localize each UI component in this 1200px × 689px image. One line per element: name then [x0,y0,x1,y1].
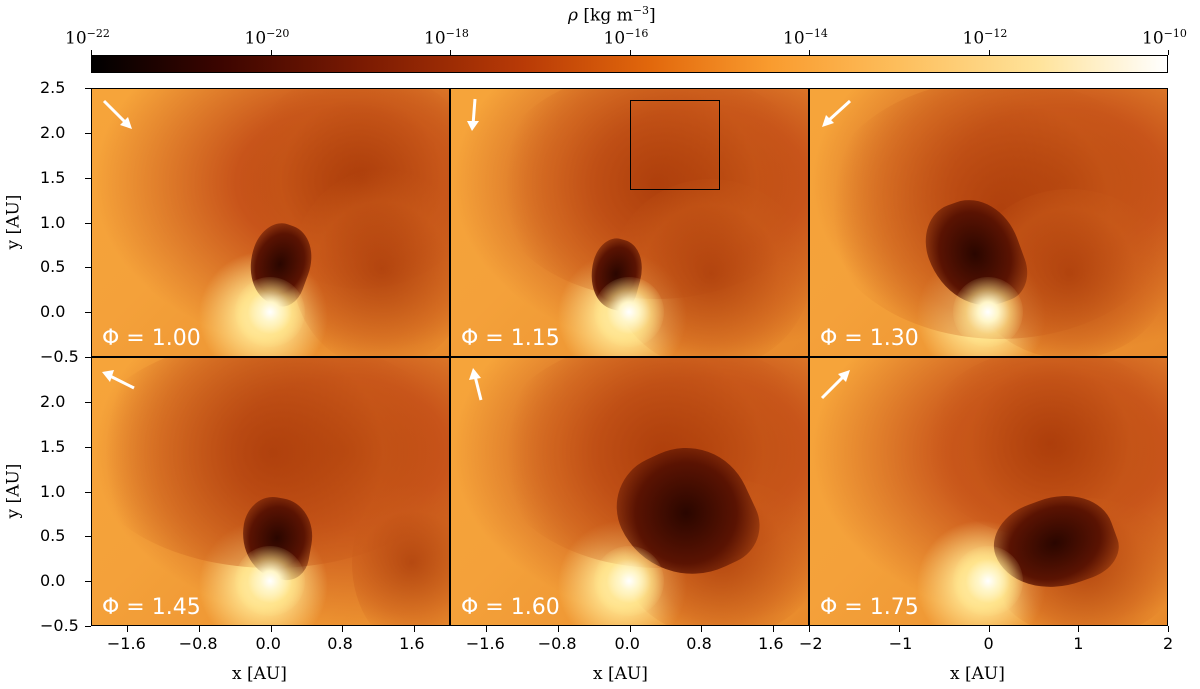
y-tick-label: 0.5 [40,526,66,546]
arrow-icon [102,370,135,390]
axis-tick [485,626,487,632]
axis-tick [85,88,91,89]
colorbar-tick [270,50,272,55]
axis-tick [85,222,91,224]
axis-tick [414,626,416,632]
x-tick-label: 0.0 [614,634,640,653]
phase-label: Φ = 1.15 [461,326,560,351]
x-tick-label: 0 [983,634,994,653]
x-tick-label: −2 [799,634,823,653]
panel-phi-1-15: Φ = 1.15 [450,88,809,357]
arrow-icon [822,99,852,127]
arrow-icon [820,370,850,400]
phase-label: Φ = 1.30 [820,326,919,351]
colorbar-title: ρ [kg m−3] [568,4,656,26]
colorbar-tick-label: 10−16 [603,27,649,49]
phase-label: Φ = 1.00 [102,326,201,351]
axis-tick [1078,626,1080,632]
colorbar-tick [450,50,451,55]
axis-tick [85,401,91,403]
colorbar-tick [809,50,810,55]
x-tick-label: 0.0 [255,634,281,653]
axis-tick [85,581,91,583]
axis-tick [988,626,990,632]
phase-label: Φ = 1.75 [820,595,919,620]
y-tick-label: 2.0 [40,122,66,142]
x-tick-label: 0.8 [327,634,353,653]
x-tick-label: 0.8 [686,634,712,653]
y-tick-label: 1.0 [40,212,66,232]
panel-phi-1-00: Φ = 1.00 [91,88,450,357]
y-tick-label: 0.0 [40,302,66,322]
y-tick-label: 1.5 [40,167,66,187]
axis-tick [85,132,91,134]
x-tick-label: 1.6 [758,634,784,653]
axis-tick [198,626,200,632]
x-tick-label: −0.8 [178,634,218,653]
y-tick-label: 0.5 [40,257,66,277]
axis-tick [85,536,91,538]
colorbar-tick-label: 10−10 [1142,27,1187,49]
y-tick-label: 2.5 [40,78,66,97]
colorbar-tick [988,50,990,55]
phase-label: Φ = 1.60 [461,595,560,620]
phase-label: Φ = 1.45 [102,595,201,620]
y-tick-label: −0.5 [40,616,79,635]
x-tick-label: 1 [1073,634,1084,653]
colorbar-tick-label: 10−18 [424,27,469,49]
axis-tick [270,626,272,632]
panel-phi-1-60: Φ = 1.60 [450,357,809,626]
colorbar-tick-label: 10−14 [783,27,828,49]
x-tick-label: −1.6 [465,634,505,653]
colorbar-tick-label: 10−22 [65,27,110,49]
axis-tick [557,626,559,632]
arrow-icon [102,99,132,129]
colorbar-tick [1168,50,1169,55]
axis-tick [342,626,344,632]
x-tick-label: −1 [888,634,913,653]
axis-tick [126,626,128,632]
colorbar-tick [629,50,631,55]
axis-tick [85,491,91,493]
x-axis-title-left: x [AU] [232,664,287,684]
colorbar-tick-label: 10−20 [244,27,290,49]
x-tick-label: −0.8 [537,634,577,653]
axis-tick [85,357,91,358]
density-colorbar [91,55,1168,73]
axis-tick [701,626,703,632]
axis-tick [629,626,631,632]
x-tick-label: 2 [1163,634,1174,653]
axis-tick [85,626,91,627]
y-tick-label: 1.0 [40,481,66,501]
axis-tick [85,267,91,269]
x-tick-label: −1.6 [106,634,146,653]
y-axis-title-bottom: y [AU] [3,463,24,519]
y-tick-label: −0.5 [40,347,79,366]
colorbar-tick-label: 10−12 [962,27,1008,49]
y-tick-label: 1.5 [40,436,66,456]
colorbar-tick [91,50,92,55]
y-axis-title-top: y [AU] [3,194,24,250]
axis-tick [773,626,775,632]
x-axis-title-right: x [AU] [950,664,1005,684]
panel-phi-1-75: Φ = 1.75 [809,357,1168,626]
axis-tick [85,312,91,314]
zoom-region-box [630,100,720,190]
x-axis-title-middle: x [AU] [593,664,648,684]
axis-tick [85,177,91,179]
panel-phi-1-45: Φ = 1.45 [91,357,450,626]
y-tick-label: 2.0 [40,391,66,411]
x-tick-label: 1.6 [399,634,425,653]
panel-phi-1-30: Φ = 1.30 [809,88,1168,357]
arrow-icon [467,98,479,131]
axis-tick [898,626,900,632]
axis-tick [1168,626,1169,632]
axis-tick [85,446,91,448]
y-tick-label: 0.0 [40,571,66,591]
axis-tick [809,626,810,632]
arrow-icon [469,368,483,401]
